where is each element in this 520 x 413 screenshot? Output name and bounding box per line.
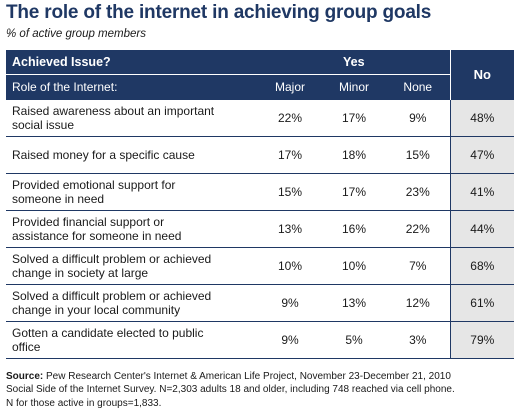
role-label: Raised awareness about an important socia…	[6, 99, 258, 137]
yes-header: Yes	[258, 50, 451, 75]
table-row: Solved a difficult problem or achieved ch…	[6, 247, 515, 285]
source-note: Source: Pew Research Center's Internet &…	[6, 370, 516, 410]
header-row-sub: Role of the Internet: Major Minor None	[6, 74, 514, 100]
minor-value: 17%	[322, 99, 386, 137]
major-header: Major	[258, 74, 322, 100]
none-value: 22%	[386, 210, 451, 248]
table-body: Raised awareness about an important socia…	[6, 99, 515, 359]
minor-value: 13%	[322, 284, 386, 322]
role-label: Provided emotional support for someone in…	[6, 173, 258, 211]
none-value: 7%	[386, 247, 451, 285]
role-header: Role of the Internet:	[6, 74, 258, 100]
none-header: None	[386, 74, 451, 100]
none-value: 3%	[386, 321, 451, 359]
no-value: 41%	[449, 173, 515, 211]
major-value: 15%	[258, 173, 322, 211]
table-row: Raised awareness about an important socia…	[6, 99, 515, 137]
source-label: Source:	[6, 371, 44, 382]
role-label-line-2: someone in need	[12, 192, 105, 206]
role-label-line-2: office	[12, 340, 41, 354]
role-label-line-1: Provided emotional support for	[12, 178, 176, 192]
role-label-line-1: Provided financial support or	[12, 215, 165, 229]
page-subtitle: % of active group members	[6, 28, 146, 40]
minor-value: 10%	[322, 247, 386, 285]
no-value: 68%	[449, 247, 515, 285]
table-row: Raised money for a specific cause 17% 18% 1…	[6, 136, 515, 174]
none-value: 9%	[386, 99, 451, 137]
source-line-1: Pew Research Center's Internet & America…	[43, 371, 451, 382]
no-value: 79%	[449, 321, 515, 359]
table-row: Provided financial support or assistance …	[6, 210, 515, 248]
minor-value: 17%	[322, 173, 386, 211]
page-title: The role of the internet in achieving gr…	[6, 2, 432, 23]
role-label-line-1: Gotten a candidate elected to public	[12, 326, 204, 340]
minor-header: Minor	[322, 74, 386, 100]
role-label-line-2: change in your local community	[12, 303, 181, 317]
results-table: Achieved Issue? Yes No Role of the Inter…	[6, 50, 515, 359]
none-value: 15%	[386, 136, 451, 174]
role-label: Solved a difficult problem or achieved ch…	[6, 284, 258, 322]
role-label-line-1: Solved a difficult problem or achieved	[12, 252, 212, 266]
source-line-3: N for those active in groups=1,833.	[6, 397, 162, 409]
major-value: 9%	[258, 284, 322, 322]
major-value: 22%	[258, 99, 322, 137]
role-label-line-2: assistance for someone in need	[12, 229, 182, 243]
achieved-issue-header: Achieved Issue?	[6, 50, 258, 75]
role-label-line-1: Raised awareness about an important	[12, 104, 215, 118]
no-value: 48%	[449, 99, 515, 137]
role-label: Solved a difficult problem or achieved ch…	[6, 247, 258, 285]
role-label-line-2: change in society at large	[12, 266, 149, 280]
role-label-line-2: social issue	[12, 118, 75, 132]
table-row: Gotten a candidate elected to public offi…	[6, 321, 515, 359]
major-value: 17%	[258, 136, 322, 174]
role-label: Raised money for a specific cause	[6, 136, 258, 174]
minor-value: 18%	[322, 136, 386, 174]
no-value: 61%	[449, 284, 515, 322]
minor-value: 5%	[322, 321, 386, 359]
role-label: Gotten a candidate elected to public offi…	[6, 321, 258, 359]
table-row: Solved a difficult problem or achieved ch…	[6, 284, 515, 322]
none-value: 12%	[386, 284, 451, 322]
major-value: 9%	[258, 321, 322, 359]
table-row: Provided emotional support for someone in…	[6, 173, 515, 211]
header-row-top: Achieved Issue? Yes No	[6, 50, 515, 100]
role-label: Provided financial support or assistance …	[6, 210, 258, 248]
source-line-2: Social Side of the Internet Survey. N=2,…	[6, 384, 455, 396]
none-value: 23%	[386, 173, 451, 211]
no-value: 47%	[449, 136, 515, 174]
role-label-line-1: Raised money for a specific cause	[12, 148, 195, 162]
no-header: No	[449, 50, 515, 100]
major-value: 10%	[258, 247, 322, 285]
major-value: 13%	[258, 210, 322, 248]
role-label-line-1: Solved a difficult problem or achieved	[12, 289, 212, 303]
no-value: 44%	[449, 210, 515, 248]
minor-value: 16%	[322, 210, 386, 248]
